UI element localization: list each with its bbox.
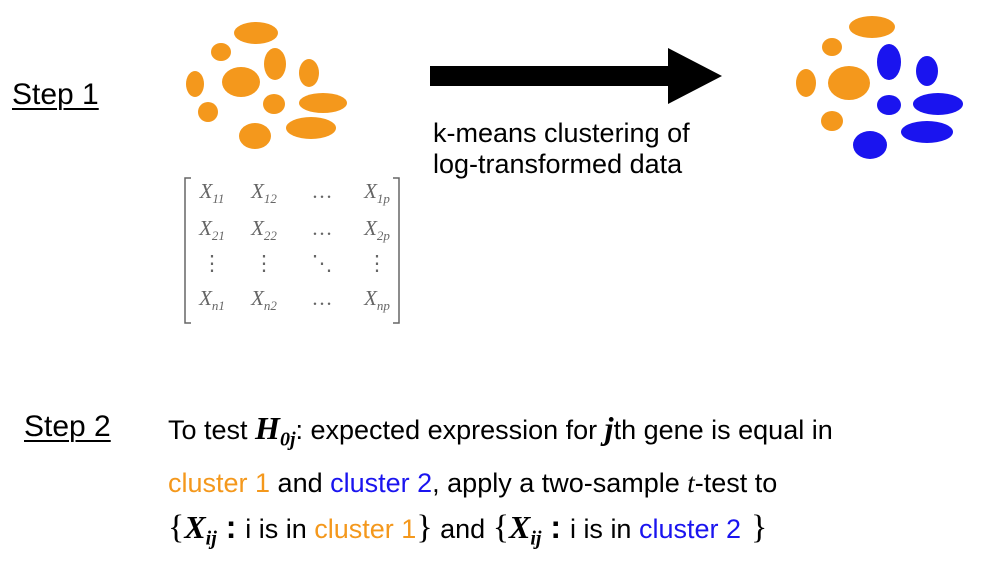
matrix-cell: ⋮ (366, 251, 388, 275)
matrix-cell: ⋱ (311, 251, 333, 275)
data-point (796, 69, 816, 97)
data-point (853, 131, 887, 159)
statement-line1: To test H0j: expected expression for jth… (168, 406, 833, 461)
statement-text: -test to (694, 468, 778, 499)
data-point (299, 59, 319, 87)
statement-text: To test (168, 415, 256, 445)
data-point (821, 111, 843, 131)
statement-line3: {Xij : i is in cluster 1} and {Xij : i i… (168, 505, 833, 560)
cluster2-points (853, 44, 963, 159)
statement-text: and (432, 514, 493, 545)
cluster1-label: cluster 1 (168, 468, 271, 499)
statement-text: : expected expression for (295, 415, 605, 445)
data-point (916, 56, 938, 86)
step1-label: Step 1 (12, 78, 99, 111)
clustered-data-points (796, 16, 963, 159)
matrix-cell: … (311, 179, 333, 203)
gene-index-j: j (604, 410, 614, 446)
data-point (222, 67, 260, 97)
statement-text: i is in (569, 514, 639, 545)
set-open-brace: { (168, 509, 185, 547)
statement-text: i is in (245, 514, 315, 545)
matrix-cell: Xnp (364, 286, 390, 314)
data-point (877, 44, 901, 80)
arrow-caption: k-means clustering of log-transformed da… (433, 118, 690, 180)
cluster1-points (796, 16, 895, 131)
data-point (198, 102, 218, 122)
x-subscript: ij (205, 527, 217, 550)
matrix-cell: ⋮ (201, 251, 223, 275)
statement-line2: cluster 1 and cluster 2, apply a two-sam… (168, 461, 833, 505)
data-point (239, 123, 271, 149)
clustering-arrow (430, 48, 722, 104)
data-point (877, 95, 901, 115)
arrow-caption-line1: k-means clustering of (433, 118, 690, 148)
data-point (211, 43, 231, 61)
data-point (286, 117, 336, 139)
data-point (263, 94, 285, 114)
x-symbol: X (509, 509, 531, 546)
set-open-brace: { (492, 509, 510, 547)
cluster2-label: cluster 2 (638, 514, 742, 545)
set-colon: : (541, 509, 570, 546)
matrix-cell: X21 (199, 216, 225, 244)
statement-text: and (270, 468, 331, 499)
x-subscript: ij (530, 527, 542, 550)
cluster2-label: cluster 2 (330, 468, 433, 499)
matrix-cell: X12 (251, 179, 277, 207)
set-close-brace: } (751, 509, 768, 547)
cluster1-label: cluster 1 (314, 514, 417, 545)
matrix-cell: … (311, 286, 333, 310)
data-point (901, 121, 953, 143)
matrix-cell: ⋮ (253, 251, 275, 275)
statement-text: th gene is equal in (613, 415, 833, 445)
matrix-cell: X11 (199, 179, 225, 207)
data-point (849, 16, 895, 38)
data-point (264, 48, 286, 80)
data-point (299, 93, 347, 113)
unclustered-data-points (186, 22, 347, 149)
x-symbol: X (184, 509, 206, 546)
data-point (186, 71, 204, 97)
set-close-brace: } (416, 509, 433, 547)
matrix-cell: X22 (251, 216, 277, 244)
matrix-cell: Xn2 (251, 286, 277, 314)
statement-text: , apply a two-sample (432, 468, 688, 499)
step2-statement: To test H0j: expected expression for jth… (168, 406, 833, 561)
data-point (234, 22, 278, 44)
hypothesis-symbol: H (255, 410, 280, 446)
matrix-cell: X2p (364, 216, 390, 244)
data-point (822, 38, 842, 56)
matrix-cell: X1p (364, 179, 390, 207)
data-point (828, 66, 870, 100)
hypothesis-subscript: 0j (279, 428, 296, 451)
t-symbol: t (687, 468, 695, 499)
data-matrix: X11 X12 … X1p X21 X22 … X2p ⋮ ⋮ ⋱ ⋮ Xn1 Xn2 … Xnp (182, 176, 402, 326)
data-point (913, 93, 963, 115)
matrix-brackets (184, 177, 400, 324)
matrix-cell: Xn1 (199, 286, 225, 314)
set-colon: : (216, 509, 246, 546)
arrow-caption-line2: log-transformed data (433, 149, 683, 179)
step2-label: Step 2 (24, 410, 111, 443)
matrix-cell: … (311, 216, 333, 240)
